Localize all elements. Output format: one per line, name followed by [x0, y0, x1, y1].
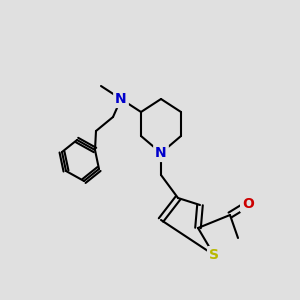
Text: O: O [242, 197, 254, 211]
Text: N: N [115, 92, 127, 106]
Text: S: S [209, 248, 219, 262]
Text: N: N [155, 146, 167, 160]
